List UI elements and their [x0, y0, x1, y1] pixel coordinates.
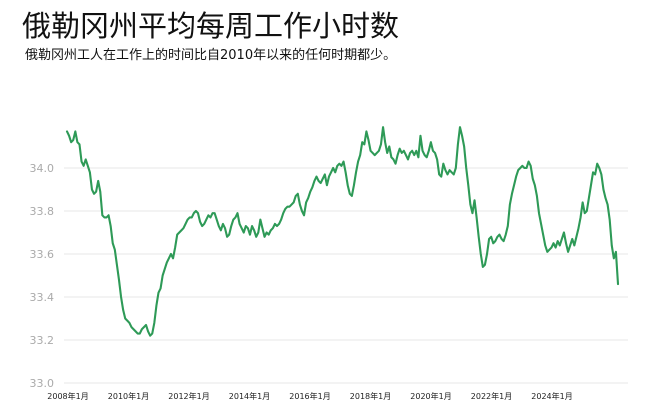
x-axis-ticks: 2008年1月 2010年1月 2012年1月 2014年1月 2016年1月 2018年…	[47, 391, 572, 401]
x-tick-label: 2022年1月	[471, 391, 512, 401]
chart-subtitle: 俄勒冈州工人在工作上的时间比自2010年以来的任何时期都少。	[25, 48, 397, 63]
series-layer	[65, 126, 620, 337]
y-tick-label: 33.0	[30, 377, 55, 390]
y-tick-label: 33.2	[30, 334, 55, 347]
x-tick-label: 2018年1月	[350, 391, 391, 401]
x-tick-label: 2016年1月	[289, 391, 330, 401]
y-tick-label: 33.4	[30, 291, 55, 304]
y-tick-label: 33.8	[30, 205, 55, 218]
y-tick-label: 34.0	[30, 162, 55, 175]
y-axis-ticks: 33.0 33.2 33.4 33.6 33.8 34.0	[30, 162, 55, 390]
x-tick-label: 2008年1月	[47, 391, 88, 401]
chart-title: 俄勒冈州平均每周工作小时数	[22, 9, 400, 43]
x-tick-label: 2010年1月	[108, 391, 149, 401]
y-tick-label: 33.6	[30, 248, 55, 261]
x-tick-label: 2014年1月	[229, 391, 270, 401]
series-line	[65, 126, 620, 337]
x-tick-label: 2024年1月	[531, 391, 572, 401]
gridlines	[64, 167, 628, 384]
x-tick-label: 2012年1月	[168, 391, 209, 401]
x-tick-label: 2020年1月	[410, 391, 451, 401]
